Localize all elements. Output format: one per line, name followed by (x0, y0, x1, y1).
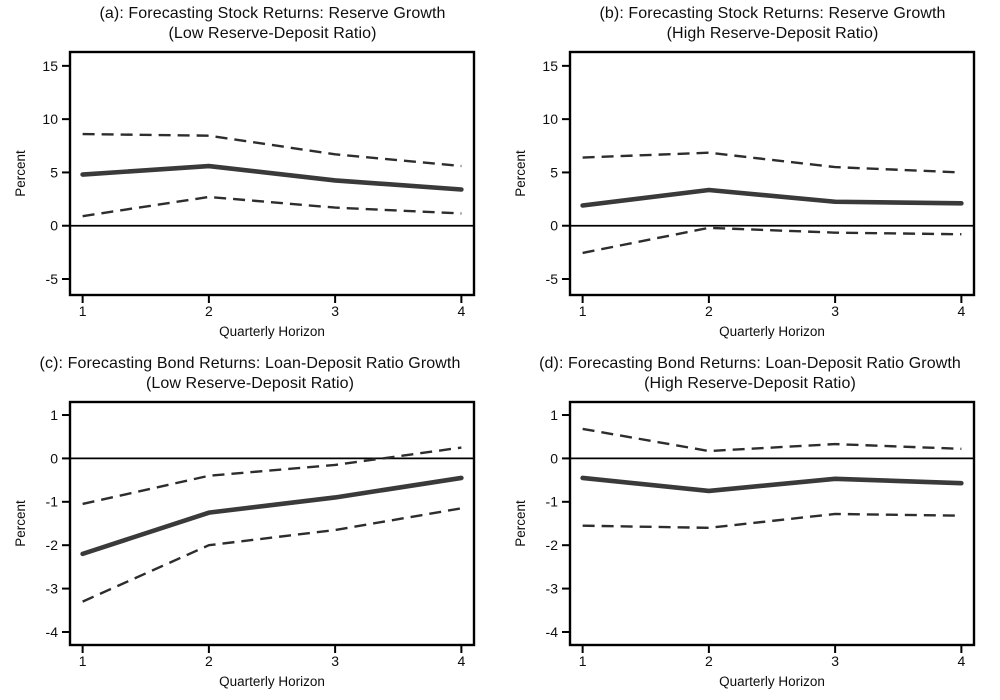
x-axis-label: Quarterly Horizon (219, 324, 325, 339)
chart-title-line2: (High Reserve-Deposit Ratio) (644, 375, 856, 392)
point-estimate-line (80, 475, 464, 557)
chart-title-line2: (Low Reserve-Deposit Ratio) (145, 375, 355, 392)
y-tick-label: -1 (46, 494, 59, 510)
x-tick-label: 4 (957, 653, 965, 669)
y-tick-label: -3 (546, 580, 559, 596)
x-tick-label: 1 (579, 653, 587, 669)
y-tick-label: -2 (546, 537, 559, 553)
point-estimate-line (80, 163, 464, 192)
y-tick-label: 1 (50, 407, 58, 423)
chart-title-b: (b): Forecasting Stock Returns: Reserve … (545, 4, 1000, 44)
y-tick-label: 5 (50, 164, 58, 180)
point-estimate-line (580, 187, 964, 208)
x-tick-label: 4 (957, 303, 965, 319)
chart-canvas-d: 1 0 -1 -2 -3 -4 1 2 3 4 Percent Quarterly Horizon (513, 400, 976, 689)
chart-title-line2: (Low Reserve-Deposit Ratio) (168, 25, 377, 42)
x-tick-label: 4 (457, 653, 465, 669)
x-tick-label: 3 (831, 303, 839, 319)
x-axis-label: Quarterly Horizon (719, 324, 825, 339)
x-tick-label: 2 (705, 303, 713, 319)
x-axis-label: Quarterly Horizon (219, 674, 325, 689)
chart-canvas-c: 1 0 -1 -2 -3 -4 1 2 3 4 Percent Quarterly Horizon (13, 400, 476, 689)
y-axis-label: Percent (513, 150, 528, 197)
y-tick-label: 5 (550, 164, 558, 180)
y-tick-label: 0 (50, 218, 58, 234)
x-tick-label: 4 (457, 303, 465, 319)
plot-frame (68, 50, 476, 297)
y-tick-label: 10 (42, 111, 58, 127)
upper-band-line (582, 427, 962, 453)
panel-d: (d): Forecasting Bond Returns: Loan-Depo… (500, 350, 1000, 700)
x-tick-label: 3 (331, 303, 339, 319)
x-tick-label: 2 (205, 653, 213, 669)
y-tick-label: -3 (46, 580, 59, 596)
chart-canvas-b: 15 10 5 0 -5 1 2 3 4 Percent Quarterly Horizon (513, 50, 976, 339)
lower-band-line (582, 226, 962, 255)
y-tick-label: -5 (46, 271, 59, 287)
y-tick-label: 15 (42, 58, 58, 74)
panel-b: (b): Forecasting Stock Returns: Reserve … (500, 0, 1000, 350)
chart-title-line1: (a): Forecasting Stock Returns: Reserve … (99, 5, 446, 22)
upper-band-line (82, 446, 462, 506)
lower-band-line (582, 512, 962, 530)
x-tick-label: 2 (705, 653, 713, 669)
y-tick-label: 0 (550, 218, 558, 234)
y-tick-label: -4 (546, 624, 559, 640)
x-tick-label: 1 (579, 303, 587, 319)
plot-frame (68, 400, 476, 647)
y-tick-label: 0 (550, 450, 558, 466)
y-tick-label: 15 (542, 58, 558, 74)
panel-c: (c): Forecasting Bond Returns: Loan-Depo… (0, 350, 500, 700)
y-tick-label: -1 (546, 494, 559, 510)
plot-frame (568, 400, 976, 647)
x-tick-label: 1 (79, 653, 87, 669)
y-tick-label: 1 (550, 407, 558, 423)
x-tick-label: 3 (831, 653, 839, 669)
chart-title-line1: (d): Forecasting Bond Returns: Loan-Depo… (539, 355, 961, 372)
chart-title-a: (a): Forecasting Stock Returns: Reserve … (45, 4, 500, 44)
y-tick-label: 0 (50, 450, 58, 466)
upper-band-line (82, 132, 462, 168)
chart-title-d: (d): Forecasting Bond Returns: Loan-Depo… (500, 354, 1000, 394)
chart-title-line2: (High Reserve-Deposit Ratio) (666, 25, 879, 42)
chart-title-line1: (b): Forecasting Stock Returns: Reserve … (599, 5, 946, 22)
y-axis-label: Percent (13, 500, 28, 547)
y-tick-label: 10 (542, 111, 558, 127)
y-axis-label: Percent (13, 150, 28, 197)
x-axis-label: Quarterly Horizon (719, 674, 825, 689)
point-estimate-line (580, 475, 964, 494)
lower-band-line (82, 195, 462, 218)
chart-title-c: (c): Forecasting Bond Returns: Loan-Depo… (0, 354, 500, 394)
upper-band-line (582, 151, 962, 174)
x-tick-label: 3 (331, 653, 339, 669)
x-tick-label: 1 (79, 303, 87, 319)
y-tick-label: -5 (546, 271, 559, 287)
y-tick-label: -2 (46, 537, 59, 553)
y-tick-label: -4 (46, 624, 59, 640)
chart-canvas-a: 15 10 5 0 -5 1 2 3 4 Percent Quarterly Horizon (13, 50, 476, 339)
x-tick-label: 2 (205, 303, 213, 319)
chart-title-line1: (c): Forecasting Bond Returns: Loan-Depo… (39, 355, 461, 372)
panel-a: (a): Forecasting Stock Returns: Reserve … (0, 0, 500, 350)
lower-band-line (82, 507, 462, 603)
y-axis-label: Percent (513, 500, 528, 547)
plot-frame (568, 50, 976, 297)
